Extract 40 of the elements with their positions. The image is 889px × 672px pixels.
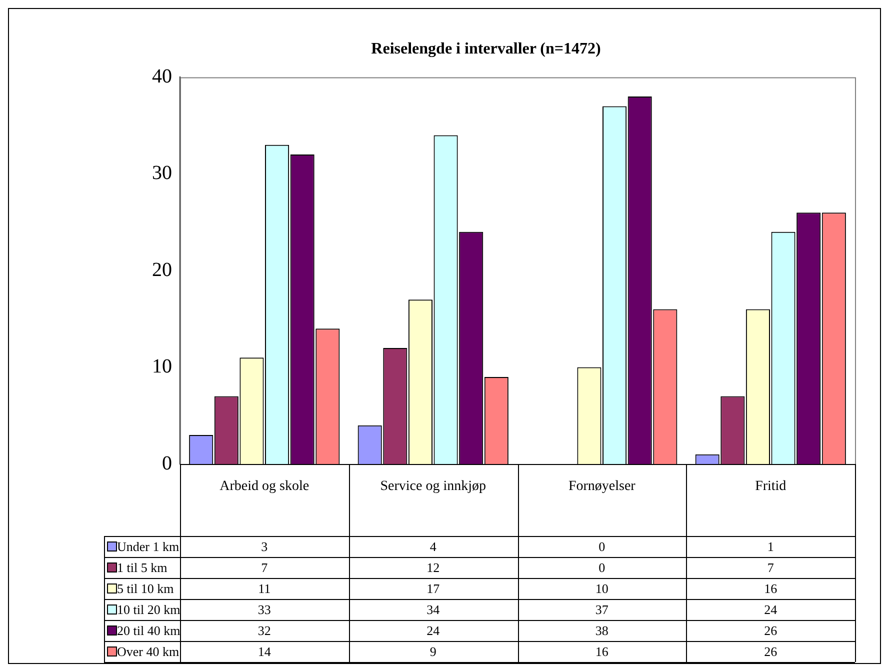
- x-tick-label: Arbeid og skole: [220, 479, 310, 494]
- data-label: 34: [426, 602, 440, 617]
- legend-label: Under 1 km: [117, 538, 180, 554]
- data-label: 37: [595, 602, 609, 617]
- y-tick-label: 20: [152, 258, 172, 281]
- legend-label: 5 til 10 km: [117, 580, 174, 596]
- data-label: 16: [595, 644, 609, 659]
- y-tick-label: 30: [152, 162, 172, 184]
- data-label: 26: [764, 622, 778, 638]
- data-label: 38: [595, 622, 608, 638]
- data-label: 24: [426, 622, 440, 638]
- legend-label: Over 40 km: [117, 644, 180, 659]
- data-label: 17: [426, 580, 440, 596]
- data-label: 4: [430, 538, 437, 554]
- data-label: 16: [764, 580, 778, 596]
- data-label: 32: [258, 622, 271, 638]
- data-label: 10: [595, 580, 608, 596]
- data-label: 11: [258, 580, 271, 596]
- legend-label: 10 til 20 km: [117, 602, 180, 617]
- chart-title: Reiselengde i intervaller (n=1472): [371, 40, 601, 58]
- x-tick-label: Fritid: [755, 479, 786, 494]
- legend-label: 1 til 5 km: [117, 560, 168, 575]
- data-label: 9: [430, 644, 436, 659]
- data-label: 24: [764, 602, 778, 617]
- y-tick-label: 0: [162, 452, 172, 474]
- data-label: 7: [767, 560, 774, 575]
- legend-label: 20 til 40 km: [117, 622, 180, 638]
- data-label: 3: [261, 538, 268, 554]
- data-label: 1: [767, 538, 774, 554]
- data-label: 33: [258, 602, 271, 617]
- data-label: 0: [598, 538, 606, 554]
- data-label: 12: [426, 560, 440, 575]
- y-tick-label: 40: [152, 65, 172, 88]
- data-label: 26: [764, 644, 778, 659]
- data-label: 7: [261, 560, 268, 575]
- data-label: 0: [598, 560, 606, 575]
- x-tick-label: Service og innkjøp: [380, 479, 486, 494]
- data-label: 14: [258, 644, 272, 659]
- x-tick-label: Fornøyelser: [568, 479, 636, 494]
- y-tick-label: 10: [152, 356, 172, 378]
